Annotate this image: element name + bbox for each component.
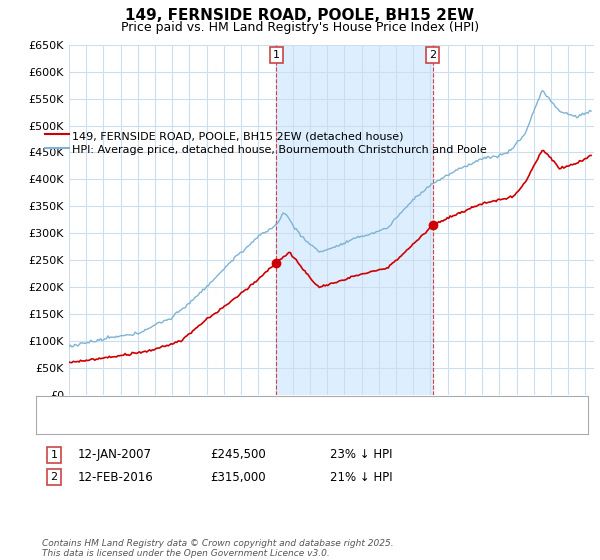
Text: 12-JAN-2007: 12-JAN-2007 [78, 448, 152, 461]
Text: 149, FERNSIDE ROAD, POOLE, BH15 2EW: 149, FERNSIDE ROAD, POOLE, BH15 2EW [125, 8, 475, 24]
Text: Contains HM Land Registry data © Crown copyright and database right 2025.
This d: Contains HM Land Registry data © Crown c… [42, 539, 394, 558]
Text: 1: 1 [50, 450, 58, 460]
Text: Price paid vs. HM Land Registry's House Price Index (HPI): Price paid vs. HM Land Registry's House … [121, 21, 479, 34]
Text: 23% ↓ HPI: 23% ↓ HPI [330, 448, 392, 461]
Text: £245,500: £245,500 [210, 448, 266, 461]
Text: 2: 2 [429, 50, 436, 60]
Text: 2: 2 [50, 472, 58, 482]
Text: HPI: Average price, detached house, Bournemouth Christchurch and Poole: HPI: Average price, detached house, Bour… [72, 145, 487, 155]
Text: £315,000: £315,000 [210, 470, 266, 484]
Text: 1: 1 [273, 50, 280, 60]
Bar [276, 45, 433, 395]
Text: 149, FERNSIDE ROAD, POOLE, BH15 2EW (detached house): 149, FERNSIDE ROAD, POOLE, BH15 2EW (det… [72, 131, 404, 141]
Text: 12-FEB-2016: 12-FEB-2016 [78, 470, 154, 484]
Text: 21% ↓ HPI: 21% ↓ HPI [330, 470, 392, 484]
